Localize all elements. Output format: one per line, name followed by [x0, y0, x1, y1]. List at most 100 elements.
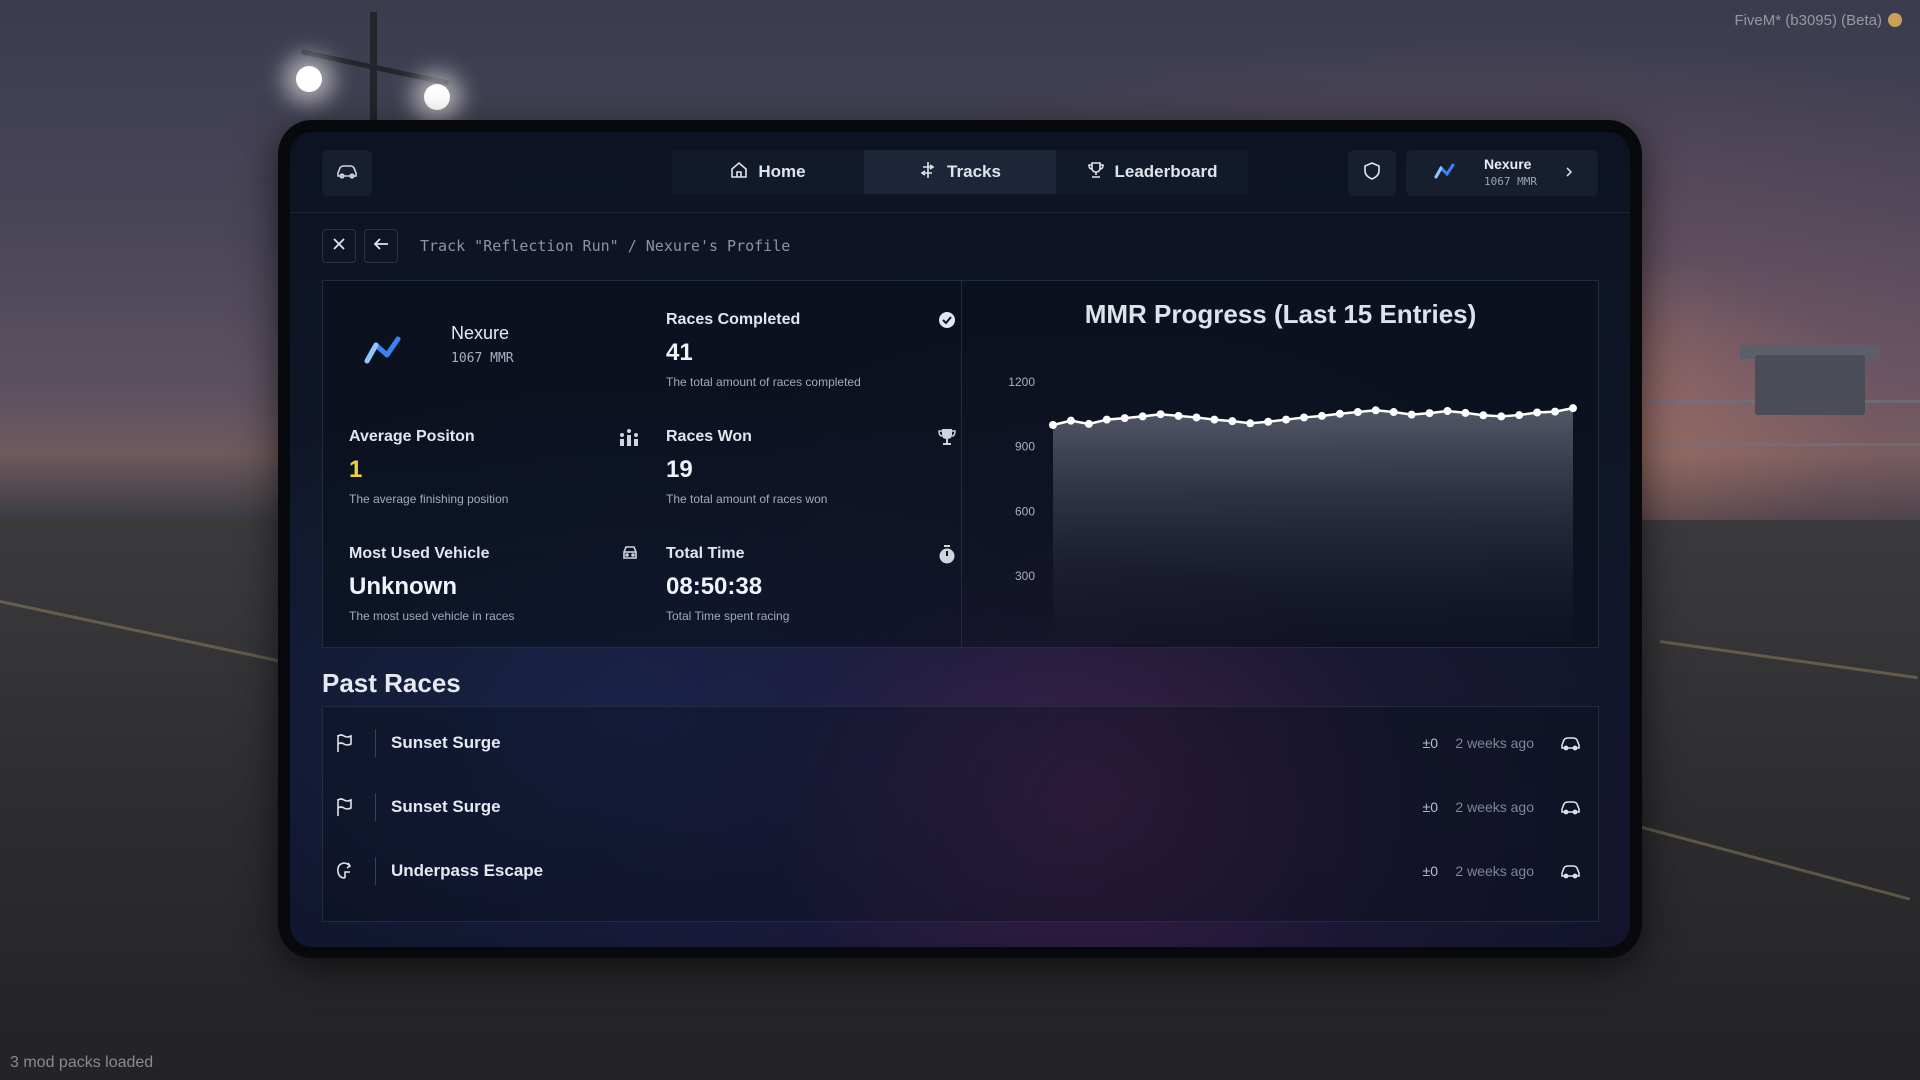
admin-shield-button[interactable]	[1348, 150, 1396, 196]
stat-label: Most Used Vehicle	[349, 545, 490, 562]
stat-desc: The total amount of races completed	[666, 375, 861, 389]
mmr-point[interactable]	[1497, 412, 1506, 421]
past-races-list: Sunset Surge ±0 2 weeks ago Sunset Surge…	[322, 706, 1599, 922]
list-item[interactable]: Sunset Surge ±0 2 weeks ago	[323, 779, 1598, 837]
mmr-point[interactable]	[1353, 408, 1362, 417]
mmr-point[interactable]	[1407, 410, 1416, 419]
row-separator	[375, 857, 376, 885]
mmr-point[interactable]	[1335, 409, 1344, 418]
car-icon	[1560, 799, 1580, 820]
mmr-point[interactable]	[1317, 411, 1326, 420]
y-tick-label: 1200	[1008, 375, 1035, 389]
race-mmr-delta: ±0	[1422, 863, 1438, 879]
mmr-point[interactable]	[1551, 407, 1560, 416]
tab-home[interactable]: Home	[672, 150, 864, 194]
mmr-point[interactable]	[1210, 415, 1219, 424]
stopwatch-icon	[938, 545, 956, 570]
stat-value: 19	[666, 456, 693, 483]
mmr-chart: 1200 900 600 300	[1008, 375, 1577, 641]
breadcrumb-path: Track "Reflection Run" / Nexure's Profil…	[420, 237, 791, 255]
tab-leaderboard-label: Leaderboard	[1114, 162, 1218, 181]
close-button[interactable]	[322, 229, 356, 263]
profile-button[interactable]: Nexure 1067 MMR	[1406, 150, 1598, 196]
race-name: Sunset Surge	[391, 733, 501, 752]
stat-races-completed: Races Completed 41 The total amount of r…	[666, 311, 956, 389]
mmr-point[interactable]	[1264, 417, 1273, 426]
mmr-point[interactable]	[1192, 413, 1201, 422]
profile-name: Nexure	[1484, 156, 1532, 172]
car-icon	[621, 545, 639, 566]
stat-desc: The most used vehicle in races	[349, 609, 515, 623]
mmr-point[interactable]	[1120, 414, 1129, 423]
street-lamp-post	[370, 12, 377, 122]
tab-leaderboard[interactable]: Leaderboard	[1056, 150, 1248, 194]
mmr-point[interactable]	[1389, 408, 1398, 417]
stat-value: 41	[666, 339, 693, 366]
check-circle-icon	[938, 311, 956, 334]
mmr-point[interactable]	[1533, 408, 1542, 417]
stat-label: Races Completed	[666, 311, 801, 328]
mmr-point[interactable]	[1461, 408, 1470, 417]
back-button[interactable]	[364, 229, 398, 263]
list-item[interactable]: Sunset Surge ±0 2 weeks ago	[323, 715, 1598, 773]
mmr-point[interactable]	[1443, 406, 1452, 415]
list-item[interactable]: Underpass Escape ±0 2 weeks ago	[323, 843, 1598, 901]
tab-tracks-label: Tracks	[947, 162, 1001, 181]
race-name: Sunset Surge	[391, 797, 501, 816]
player-mmr: 1067 MMR	[451, 351, 514, 366]
mmr-point[interactable]	[1569, 404, 1577, 413]
mmr-point[interactable]	[1138, 412, 1147, 421]
tablet-screen: Home Tracks Leaderboard Nexure 1067 MMR	[290, 132, 1630, 947]
race-time: 2 weeks ago	[1455, 799, 1534, 815]
y-tick-label: 900	[1015, 440, 1035, 454]
profile-mmr: 1067 MMR	[1484, 175, 1537, 188]
mmr-point[interactable]	[1515, 411, 1524, 420]
race-time: 2 weeks ago	[1455, 735, 1534, 751]
mmr-point[interactable]	[1102, 415, 1111, 424]
mmr-point[interactable]	[1174, 411, 1183, 420]
stat-desc: The total amount of races won	[666, 492, 828, 506]
nav-tabs: Home Tracks Leaderboard	[672, 150, 1248, 194]
mmr-point[interactable]	[1156, 410, 1165, 419]
mmr-point[interactable]	[1425, 409, 1434, 418]
mmr-point[interactable]	[1066, 416, 1075, 425]
mmr-point[interactable]	[1300, 413, 1309, 422]
past-races-title: Past Races	[322, 668, 461, 698]
stat-races-won: Races Won 19 The total amount of races w…	[666, 428, 956, 506]
tab-home-label: Home	[758, 162, 806, 181]
stat-value: 1	[349, 456, 363, 483]
client-version-label: FiveM* (b3095) (Beta)	[1734, 12, 1902, 29]
mmr-point[interactable]	[1228, 417, 1237, 426]
street-lamp-light	[296, 66, 322, 92]
stat-total-time: Total Time 08:50:38 Total Time spent rac…	[666, 545, 956, 623]
mmr-point[interactable]	[1049, 421, 1057, 429]
app-logo-button[interactable]	[322, 150, 372, 196]
race-mmr-delta: ±0	[1422, 799, 1438, 815]
flag-icon	[335, 797, 355, 822]
mmr-point[interactable]	[1084, 419, 1093, 428]
race-mmr-delta: ±0	[1422, 735, 1438, 751]
y-tick-label: 600	[1015, 504, 1035, 518]
stat-average-position: Average Positon 1 The average finishing …	[349, 428, 639, 506]
mmr-point[interactable]	[1282, 415, 1291, 424]
car-icon	[336, 163, 358, 184]
mmr-area	[1053, 408, 1573, 641]
tracks-icon	[919, 161, 937, 184]
mmr-point[interactable]	[1246, 419, 1255, 428]
stat-desc: Total Time spent racing	[666, 609, 790, 623]
stat-value: 08:50:38	[666, 573, 763, 600]
stat-label: Total Time	[666, 545, 745, 562]
breadcrumb: Track "Reflection Run" / Nexure's Profil…	[322, 229, 791, 263]
avatar	[1434, 162, 1456, 185]
y-tick-label: 300	[1015, 569, 1035, 583]
stat-label: Races Won	[666, 428, 752, 445]
trophy-icon	[1087, 161, 1105, 184]
player-name: Nexure	[451, 323, 510, 343]
mmr-point[interactable]	[1479, 411, 1488, 420]
mmr-point[interactable]	[1371, 406, 1380, 415]
tab-tracks[interactable]: Tracks	[864, 150, 1056, 194]
bar-chart-icon	[619, 428, 639, 453]
top-navbar: Home Tracks Leaderboard Nexure 1067 MMR	[290, 132, 1630, 213]
car-icon	[1560, 863, 1580, 884]
home-icon	[730, 161, 748, 184]
